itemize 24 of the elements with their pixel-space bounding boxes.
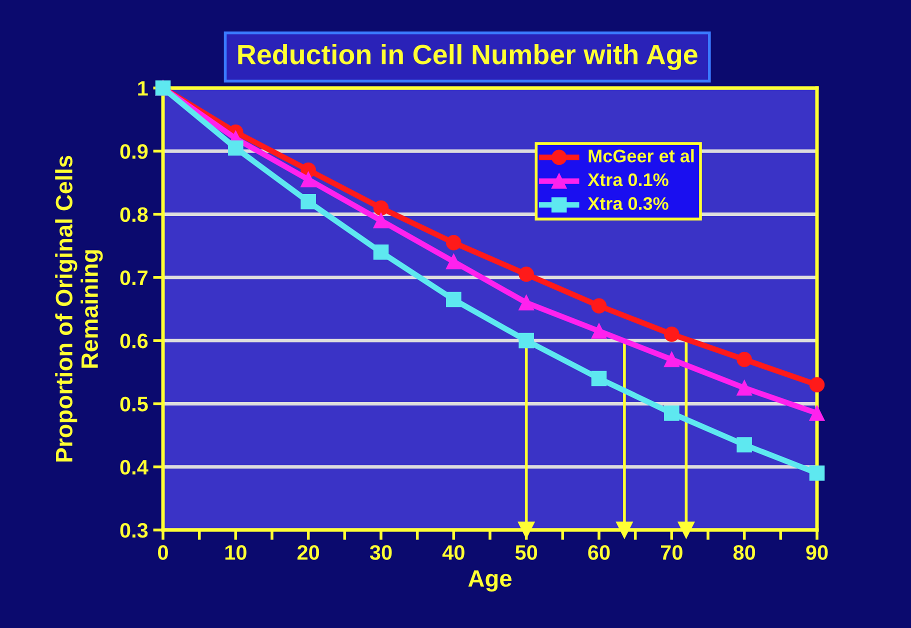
y-tick-label: 0.6: [120, 334, 148, 348]
y-tick-label: 0.9: [120, 144, 148, 159]
legend-label: Xtra 0.3%: [588, 197, 668, 210]
y-tick-label: 0.7: [120, 270, 148, 286]
x-axis-title: Age: [468, 570, 512, 592]
x-tick-label: 10: [225, 545, 246, 560]
x-tick-label: 60: [588, 545, 610, 560]
y-tick-label: 0.3: [120, 523, 148, 538]
y-tick-label: 0.5: [120, 396, 148, 412]
x-tick-label: 80: [733, 545, 756, 560]
x-tick-label: 0: [158, 545, 168, 560]
y-tick-label: 1: [138, 81, 148, 96]
y-tick-label: 0.4: [120, 460, 148, 475]
legend-label: Xtra 0.1%: [588, 173, 668, 186]
x-tick-label: 70: [660, 545, 682, 560]
x-tick-label: 50: [515, 545, 538, 560]
legend-label: McGeer et al: [588, 149, 694, 162]
x-tick-label: 90: [806, 545, 828, 560]
x-tick-label: 20: [297, 545, 320, 560]
chart-title: Reduction in Cell Number with Age: [238, 44, 698, 70]
x-tick-label: 30: [370, 545, 392, 560]
y-tick-label: 0.8: [120, 207, 148, 222]
x-tick-label: 40: [442, 545, 464, 560]
y-axis-title: Proportion of Original Cells Remaining: [55, 156, 103, 462]
